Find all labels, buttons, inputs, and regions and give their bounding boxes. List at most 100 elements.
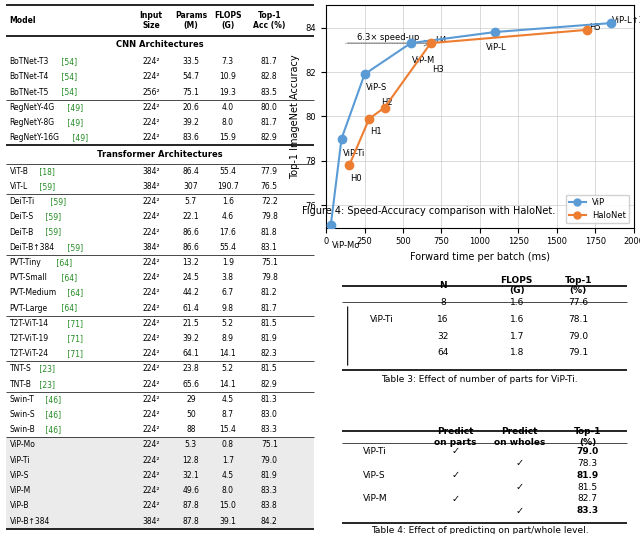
Legend: ViP, HaloNet: ViP, HaloNet — [566, 194, 629, 223]
Text: ViT-L: ViT-L — [10, 182, 28, 191]
Text: DeiT-Ti: DeiT-Ti — [10, 197, 35, 206]
Text: 21.5: 21.5 — [182, 319, 199, 328]
Text: 1.8: 1.8 — [509, 348, 524, 357]
Text: ✓: ✓ — [451, 470, 460, 480]
Text: [71]: [71] — [65, 349, 83, 358]
Text: 83.5: 83.5 — [261, 88, 278, 97]
Text: 76.5: 76.5 — [260, 182, 278, 191]
Text: 1.9: 1.9 — [222, 258, 234, 267]
Text: RegNetY-16G: RegNetY-16G — [10, 133, 60, 142]
Text: 224²: 224² — [142, 118, 159, 127]
Text: Input
Size: Input Size — [140, 11, 163, 30]
Text: 20.6: 20.6 — [182, 103, 199, 112]
Text: 1.6: 1.6 — [509, 298, 524, 307]
Text: 5.7: 5.7 — [185, 197, 197, 206]
Text: 384²: 384² — [142, 167, 160, 176]
Text: 84.2: 84.2 — [261, 516, 278, 525]
Text: ViP-Ti: ViP-Ti — [363, 447, 387, 456]
Text: 224²: 224² — [142, 258, 159, 267]
Text: 78.1: 78.1 — [568, 315, 588, 324]
Text: 224²: 224² — [142, 410, 159, 419]
Text: [59]: [59] — [43, 227, 61, 237]
Text: H2: H2 — [381, 98, 393, 107]
Text: ViP-Mo: ViP-Mo — [332, 241, 360, 249]
Text: FLOPS
(G): FLOPS (G) — [500, 276, 533, 295]
Text: 75.1: 75.1 — [261, 258, 278, 267]
Text: 15.0: 15.0 — [220, 501, 236, 511]
Text: 384²: 384² — [142, 516, 160, 525]
Text: 224²: 224² — [142, 441, 159, 450]
Text: 8.0: 8.0 — [222, 118, 234, 127]
Text: [23]: [23] — [37, 364, 55, 373]
Text: 4.5: 4.5 — [221, 395, 234, 404]
Text: 79.8: 79.8 — [261, 273, 278, 282]
Text: 77.6: 77.6 — [568, 298, 588, 307]
Text: 79.8: 79.8 — [261, 213, 278, 221]
Text: 72.2: 72.2 — [261, 197, 278, 206]
Text: [64]: [64] — [65, 288, 83, 297]
Text: 83.3: 83.3 — [577, 506, 598, 515]
Text: Params
(M): Params (M) — [175, 11, 207, 30]
Text: ViP-B: ViP-B — [10, 501, 29, 511]
Text: 224²: 224² — [142, 456, 159, 465]
Text: 14.1: 14.1 — [220, 380, 236, 389]
Text: 75.1: 75.1 — [261, 441, 278, 450]
Text: 0.8: 0.8 — [222, 441, 234, 450]
Text: 224²: 224² — [142, 303, 159, 312]
Text: 82.9: 82.9 — [261, 133, 278, 142]
Text: 14.1: 14.1 — [220, 349, 236, 358]
Text: 64: 64 — [437, 348, 449, 357]
Text: 224²: 224² — [142, 213, 159, 221]
Text: 10.9: 10.9 — [220, 72, 236, 81]
Text: FLOPS
(G): FLOPS (G) — [214, 11, 241, 30]
Y-axis label: Top-1 ImageNet Accuracy: Top-1 ImageNet Accuracy — [290, 54, 300, 179]
Text: 32: 32 — [437, 332, 449, 341]
Text: N: N — [439, 281, 447, 290]
Text: 224²: 224² — [142, 486, 159, 495]
Text: Table 3: Effect of number of parts for ViP-Ti.: Table 3: Effect of number of parts for V… — [381, 375, 578, 384]
Text: 81.7: 81.7 — [261, 118, 278, 127]
Text: 81.7: 81.7 — [261, 57, 278, 66]
Text: [46]: [46] — [43, 395, 61, 404]
Text: [59]: [59] — [37, 182, 55, 191]
Text: 24.5: 24.5 — [182, 273, 199, 282]
Text: H4: H4 — [435, 36, 447, 45]
Text: ViP-M: ViP-M — [10, 486, 31, 495]
Text: 49.6: 49.6 — [182, 486, 200, 495]
Text: [49]: [49] — [65, 118, 83, 127]
Text: 23.8: 23.8 — [182, 364, 199, 373]
Text: 17.6: 17.6 — [220, 227, 236, 237]
Text: 86.6: 86.6 — [182, 227, 199, 237]
Text: [49]: [49] — [70, 133, 88, 142]
Text: 83.1: 83.1 — [261, 243, 278, 252]
Text: 224²: 224² — [142, 395, 159, 404]
Text: H1: H1 — [371, 127, 382, 136]
Text: 307: 307 — [184, 182, 198, 191]
Text: 79.0: 79.0 — [260, 456, 278, 465]
Text: Swin-S: Swin-S — [10, 410, 35, 419]
Text: 39.2: 39.2 — [182, 334, 199, 343]
Text: [64]: [64] — [60, 303, 77, 312]
Text: 79.0: 79.0 — [577, 447, 598, 456]
Text: [59]: [59] — [48, 197, 67, 206]
Text: [54]: [54] — [60, 72, 77, 81]
Text: 77.9: 77.9 — [260, 167, 278, 176]
Text: TNT-S: TNT-S — [10, 364, 31, 373]
Text: 224²: 224² — [142, 72, 159, 81]
Text: T2T-ViT-14: T2T-ViT-14 — [10, 319, 49, 328]
Text: 8.7: 8.7 — [222, 410, 234, 419]
Text: ✓: ✓ — [451, 446, 460, 457]
Text: 5.3: 5.3 — [185, 441, 197, 450]
Text: PVT-Small: PVT-Small — [10, 273, 47, 282]
Text: 75.1: 75.1 — [182, 88, 199, 97]
Text: CNN Architectures: CNN Architectures — [116, 41, 204, 49]
Text: 4.0: 4.0 — [221, 103, 234, 112]
Text: 81.9: 81.9 — [261, 471, 278, 480]
Text: Figure 4: Speed-Accuracy comparison with HaloNet.: Figure 4: Speed-Accuracy comparison with… — [302, 206, 556, 216]
Text: 1.6: 1.6 — [509, 315, 524, 324]
Text: ✓: ✓ — [516, 506, 524, 516]
Text: TNT-B: TNT-B — [10, 380, 31, 389]
Text: 81.3: 81.3 — [261, 395, 278, 404]
Bar — [6, 453, 314, 468]
Text: [54]: [54] — [60, 88, 77, 97]
